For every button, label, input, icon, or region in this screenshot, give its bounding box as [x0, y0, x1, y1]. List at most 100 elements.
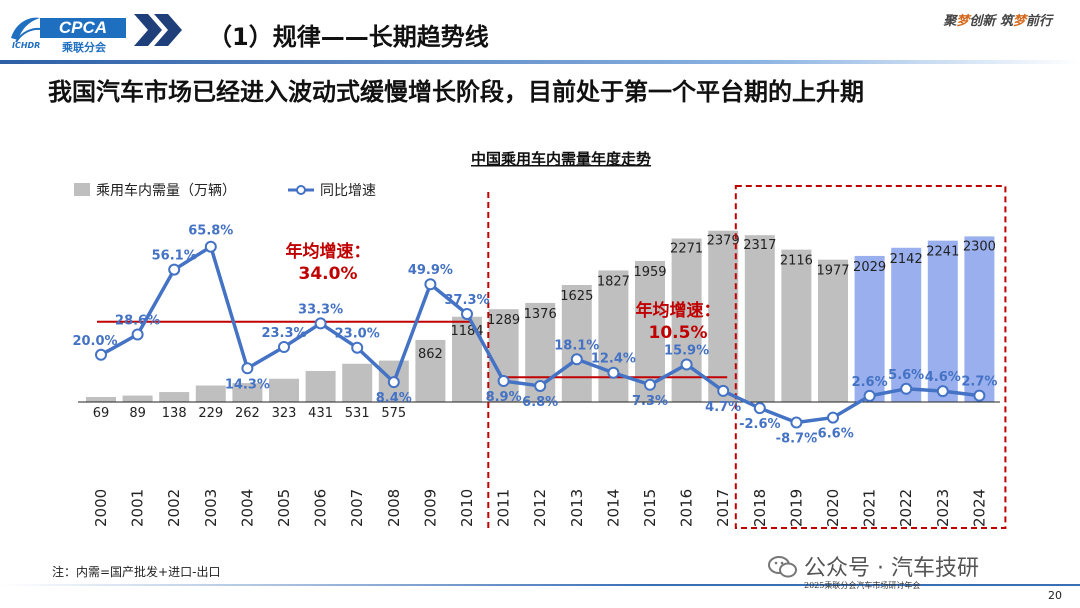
- bar-value-label: 2142: [890, 252, 923, 267]
- growth-value-label: 7.3%: [632, 394, 668, 409]
- bar-value-label: 1959: [633, 265, 666, 280]
- growth-marker: [973, 389, 986, 402]
- bar: [122, 395, 153, 402]
- x-tick-label: 2019: [787, 489, 805, 527]
- growth-marker: [278, 341, 290, 354]
- growth-value-label: 14.3%: [225, 377, 270, 392]
- bar-value-label: 531: [345, 406, 370, 421]
- slide-subtitle: 我国汽车市场已经进入波动式缓慢增长阶段，目前处于第一个平台期的上升期: [48, 78, 864, 106]
- growth-value-label: 56.1%: [152, 249, 197, 264]
- avg-growth-annotation-label: 年均增速：: [636, 300, 721, 321]
- slogan-part: 筑: [999, 14, 1013, 29]
- x-tick-label: 2007: [348, 489, 366, 527]
- x-tick-label: 2010: [458, 489, 476, 527]
- bar: [964, 236, 995, 402]
- bar-value-label: 2317: [743, 238, 776, 253]
- bar: [415, 339, 446, 402]
- bar-value-label: 2029: [853, 260, 886, 275]
- avg-growth-annotation-label: 年均增速：: [286, 241, 371, 262]
- bar-value-label: 2116: [780, 254, 813, 269]
- growth-marker: [717, 384, 730, 397]
- growth-marker: [680, 358, 693, 371]
- growth-value-label: 6.8%: [522, 395, 558, 410]
- bar-value-label: 862: [418, 347, 443, 362]
- growth-marker: [827, 411, 839, 424]
- bar-value-label: 89: [129, 406, 146, 421]
- bar: [195, 385, 226, 402]
- bar-value-label: 2300: [963, 239, 996, 254]
- bar: [891, 247, 922, 402]
- growth-value-label: 23.3%: [261, 326, 306, 341]
- bar: [927, 240, 958, 402]
- growth-marker: [863, 389, 876, 402]
- growth-marker: [497, 374, 510, 387]
- growth-marker: [424, 278, 437, 291]
- legend-swatch-marker: [296, 185, 306, 195]
- growth-marker: [790, 416, 803, 429]
- growth-value-label: 28.6%: [115, 314, 160, 329]
- bar: [598, 270, 629, 402]
- growth-value-label: 4.7%: [705, 400, 741, 415]
- logo-swoosh-icon: [11, 17, 42, 43]
- bar-value-label: 1376: [524, 307, 557, 322]
- x-tick-label: 2014: [604, 489, 622, 527]
- growth-marker: [570, 353, 583, 366]
- x-tick-label: 2008: [385, 489, 403, 527]
- logo-text: CPCA: [40, 18, 126, 38]
- growth-value-label: 2.7%: [961, 375, 997, 390]
- chart-title: 中国乘用车内需量年度走势: [471, 150, 651, 168]
- growth-marker: [753, 402, 766, 415]
- logo-en-text: ICHDR: [12, 41, 41, 50]
- bar-value-label: 2241: [926, 245, 959, 260]
- growth-value-label: 65.8%: [188, 224, 233, 239]
- bottom-rule: [0, 584, 1080, 586]
- bar: [744, 235, 775, 402]
- growth-marker: [131, 328, 144, 341]
- avg-growth-annotation-value: 34.0%: [299, 264, 358, 284]
- slogan-part: 梦: [1012, 14, 1026, 29]
- x-tick-label: 2004: [238, 489, 256, 527]
- legend-label-line: 同比增速: [320, 183, 376, 199]
- x-tick-label: 2002: [165, 489, 183, 527]
- growth-marker: [95, 348, 107, 361]
- x-tick-label: 2003: [202, 489, 220, 527]
- x-tick-label: 2001: [129, 489, 147, 527]
- meeting-label: 2025乘联分会汽车市场研讨年会: [804, 581, 921, 590]
- bar: [818, 259, 848, 402]
- footnote: 注：内需=国产批发+进口-出口: [52, 565, 221, 579]
- avg-growth-annotation-value: 10.5%: [649, 323, 708, 343]
- growth-marker: [900, 382, 913, 395]
- header-rule: [0, 60, 1080, 64]
- growth-marker: [936, 385, 949, 398]
- growth-value-label: 8.4%: [376, 391, 412, 406]
- x-tick-label: 2000: [92, 489, 110, 527]
- growth-value-label: 15.9%: [664, 343, 709, 358]
- bar-value-label: 575: [381, 406, 406, 421]
- watermark-text: 公众号 · 汽车技研: [804, 556, 979, 581]
- growth-value-label: 33.3%: [298, 302, 343, 317]
- x-tick-label: 2009: [421, 489, 439, 527]
- bar-value-label: 262: [235, 406, 260, 421]
- growth-value-label: 4.6%: [925, 370, 961, 385]
- x-tick-label: 2016: [678, 489, 696, 527]
- growth-marker: [241, 362, 254, 375]
- bar-value-label: 1977: [816, 264, 849, 279]
- bar: [305, 370, 336, 402]
- watermark: 公众号 · 汽车技研: [768, 550, 979, 582]
- section-title: （1）规律——长期趋势线: [208, 23, 489, 51]
- x-tick-label: 2021: [861, 489, 879, 527]
- growth-marker: [461, 307, 473, 320]
- growth-marker: [314, 317, 327, 330]
- slogan-part: 创新: [969, 14, 1000, 29]
- chevrons-icon: [134, 14, 182, 46]
- bar-value-label: 229: [198, 406, 223, 421]
- growth-value-label: 49.9%: [408, 263, 453, 278]
- highlight-frame: [734, 185, 1007, 529]
- bar: [342, 363, 373, 402]
- bar: [561, 285, 592, 402]
- x-tick-label: 2018: [751, 489, 769, 527]
- growth-marker: [204, 240, 217, 253]
- bar-value-label: 1827: [597, 274, 630, 289]
- x-tick-label: 2012: [531, 489, 549, 527]
